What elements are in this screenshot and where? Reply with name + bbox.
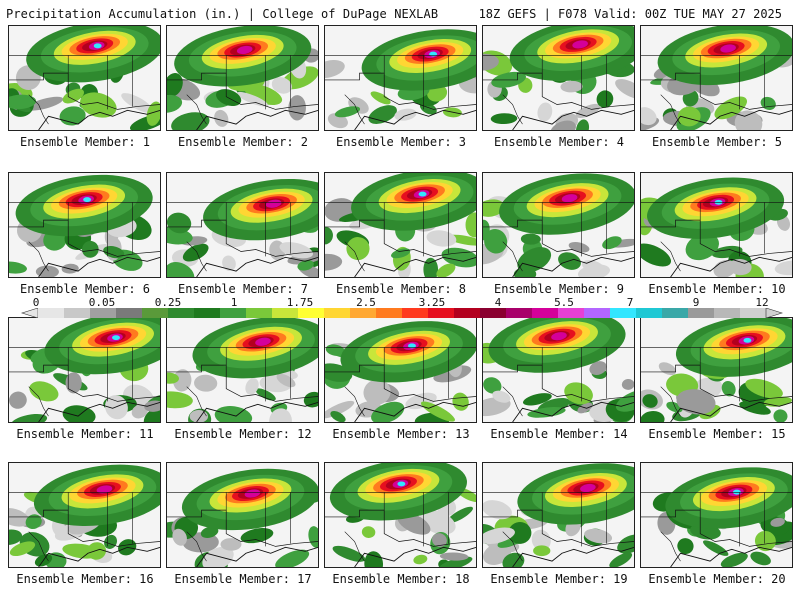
ensemble-map-3 <box>324 25 477 131</box>
ensemble-map-15 <box>640 317 793 423</box>
ensemble-member-label: Ensemble Member: 14 <box>490 427 628 441</box>
colorbar-swatch <box>740 308 767 318</box>
colorbar-swatch <box>454 308 481 318</box>
colorbar-swatches <box>20 308 784 318</box>
colorbar-tick-label: 9 <box>692 296 700 309</box>
ensemble-map-20 <box>640 462 793 568</box>
colorbar-swatch <box>402 308 429 318</box>
colorbar-swatch <box>142 308 169 318</box>
ensemble-member-label: Ensemble Member: 16 <box>16 572 154 586</box>
ensemble-member-label: Ensemble Member: 19 <box>490 572 628 586</box>
colorbar-min-arrow <box>20 308 39 318</box>
ensemble-member-label: Ensemble Member: 20 <box>648 572 786 586</box>
colorbar-tick-label: 4 <box>494 296 502 309</box>
colorbar-tick-label: 1.75 <box>286 296 314 309</box>
colorbar-swatch <box>662 308 689 318</box>
ensemble-member-label: Ensemble Member: 7 <box>177 282 309 296</box>
ensemble-map-9 <box>482 172 635 278</box>
colorbar-tick-label: 3.25 <box>418 296 446 309</box>
ensemble-member-label: Ensemble Member: 12 <box>174 427 312 441</box>
colorbar-swatch <box>714 308 741 318</box>
ensemble-map-12 <box>166 317 319 423</box>
colorbar-tick-label: 2.5 <box>356 296 376 309</box>
colorbar-swatch <box>324 308 351 318</box>
colorbar-swatch <box>246 308 273 318</box>
colorbar-tick-label: 0 <box>32 296 40 309</box>
colorbar-swatch <box>480 308 507 318</box>
colorbar-swatch <box>350 308 377 318</box>
ensemble-member-label: Ensemble Member: 3 <box>335 135 467 149</box>
ensemble-member-label: Ensemble Member: 5 <box>651 135 783 149</box>
ensemble-member-label: Ensemble Member: 18 <box>332 572 470 586</box>
ensemble-map-6 <box>8 172 161 278</box>
colorbar-tick-label: 0.25 <box>154 296 182 309</box>
colorbar-swatch <box>64 308 91 318</box>
ensemble-member-label: Ensemble Member: 9 <box>493 282 625 296</box>
ensemble-map-18 <box>324 462 477 568</box>
colorbar: 0 0.05 0.25 1 1.75 2.5 3.25 4 5.5 7 9 12 <box>0 296 800 320</box>
colorbar-swatch <box>194 308 221 318</box>
ensemble-member-label: Ensemble Member: 15 <box>648 427 786 441</box>
colorbar-swatch <box>610 308 637 318</box>
ensemble-map-1 <box>8 25 161 131</box>
colorbar-max-arrow <box>765 308 784 318</box>
colorbar-swatch <box>376 308 403 318</box>
ensemble-member-label: Ensemble Member: 17 <box>174 572 312 586</box>
colorbar-swatch <box>428 308 455 318</box>
ensemble-map-16 <box>8 462 161 568</box>
colorbar-swatch <box>506 308 533 318</box>
ensemble-member-label: Ensemble Member: 6 <box>19 282 151 296</box>
ensemble-member-label: Ensemble Member: 2 <box>177 135 309 149</box>
ensemble-map-2 <box>166 25 319 131</box>
colorbar-swatch <box>532 308 559 318</box>
ensemble-map-7 <box>166 172 319 278</box>
ensemble-member-label: Ensemble Member: 4 <box>493 135 625 149</box>
colorbar-swatch <box>584 308 611 318</box>
ensemble-map-8 <box>324 172 477 278</box>
colorbar-swatch <box>38 308 65 318</box>
colorbar-swatch <box>168 308 195 318</box>
ensemble-map-19 <box>482 462 635 568</box>
ensemble-member-label: Ensemble Member: 10 <box>648 282 786 296</box>
colorbar-tick-label: 0.05 <box>88 296 116 309</box>
ensemble-map-17 <box>166 462 319 568</box>
ensemble-map-10 <box>640 172 793 278</box>
colorbar-swatch <box>298 308 325 318</box>
ensemble-map-11 <box>8 317 161 423</box>
ensemble-member-label: Ensemble Member: 1 <box>19 135 151 149</box>
ensemble-map-4 <box>482 25 635 131</box>
ensemble-member-label: Ensemble Member: 13 <box>332 427 470 441</box>
colorbar-swatch <box>688 308 715 318</box>
colorbar-swatch <box>272 308 299 318</box>
colorbar-tick-label: 1 <box>230 296 238 309</box>
colorbar-swatch <box>90 308 117 318</box>
chart-title: Precipitation Accumulation (in.) | Colle… <box>6 7 439 21</box>
ensemble-map-5 <box>640 25 793 131</box>
colorbar-swatch <box>636 308 663 318</box>
colorbar-swatch <box>220 308 247 318</box>
colorbar-swatch <box>116 308 143 318</box>
model-run-info: 18Z GEFS | F078 Valid: 00Z TUE MAY 27 20… <box>478 7 782 21</box>
colorbar-swatch <box>558 308 585 318</box>
ensemble-member-label: Ensemble Member: 8 <box>335 282 467 296</box>
colorbar-tick-label: 5.5 <box>554 296 574 309</box>
ensemble-map-13 <box>324 317 477 423</box>
ensemble-map-14 <box>482 317 635 423</box>
colorbar-tick-label: 7 <box>626 296 634 309</box>
colorbar-tick-label: 12 <box>755 296 769 309</box>
ensemble-member-label: Ensemble Member: 11 <box>16 427 154 441</box>
